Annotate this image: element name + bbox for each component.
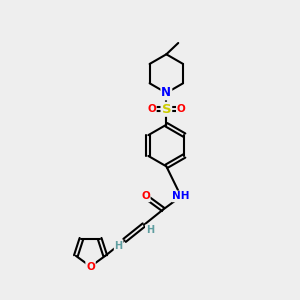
Text: H: H — [115, 241, 123, 251]
Text: O: O — [177, 104, 186, 114]
Text: N: N — [161, 86, 171, 99]
Text: H: H — [146, 225, 154, 235]
Text: O: O — [141, 191, 150, 201]
Text: O: O — [147, 104, 156, 114]
Text: S: S — [161, 103, 171, 116]
Text: O: O — [86, 262, 95, 272]
Text: NH: NH — [172, 191, 190, 201]
